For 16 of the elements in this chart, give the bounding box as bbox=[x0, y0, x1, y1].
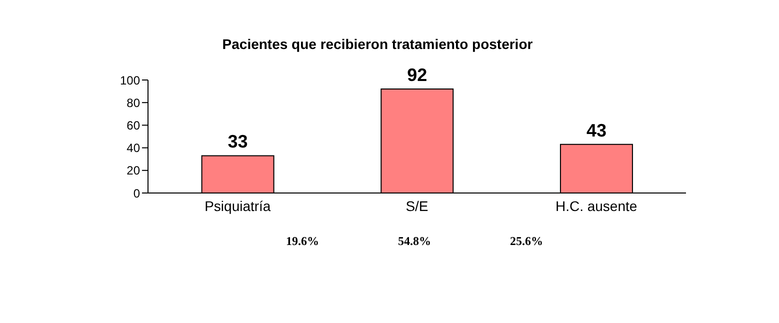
y-tick-label: 60 bbox=[126, 118, 140, 132]
y-tick-label: 40 bbox=[126, 141, 140, 156]
data-label: 92 bbox=[407, 65, 428, 86]
x-tick-label: S/E bbox=[406, 198, 428, 214]
x-tick-label: H.C. ausente bbox=[555, 198, 638, 214]
text: 19.6% bbox=[286, 234, 319, 249]
x-tick-label: Psiquiatría bbox=[204, 198, 271, 214]
y-tick-label: 100 bbox=[120, 73, 140, 88]
data-label: 33 bbox=[228, 132, 248, 152]
data-label: 43 bbox=[586, 120, 606, 140]
y-tick-label: 20 bbox=[126, 164, 140, 178]
text: 54.8% bbox=[398, 234, 431, 249]
y-tick-label: 0 bbox=[133, 186, 140, 200]
y-tick-label: 80 bbox=[126, 96, 140, 110]
chart-title: Pacientes que recibieron tratamiento posterior bbox=[222, 36, 533, 52]
text: 25.6% bbox=[510, 234, 543, 249]
